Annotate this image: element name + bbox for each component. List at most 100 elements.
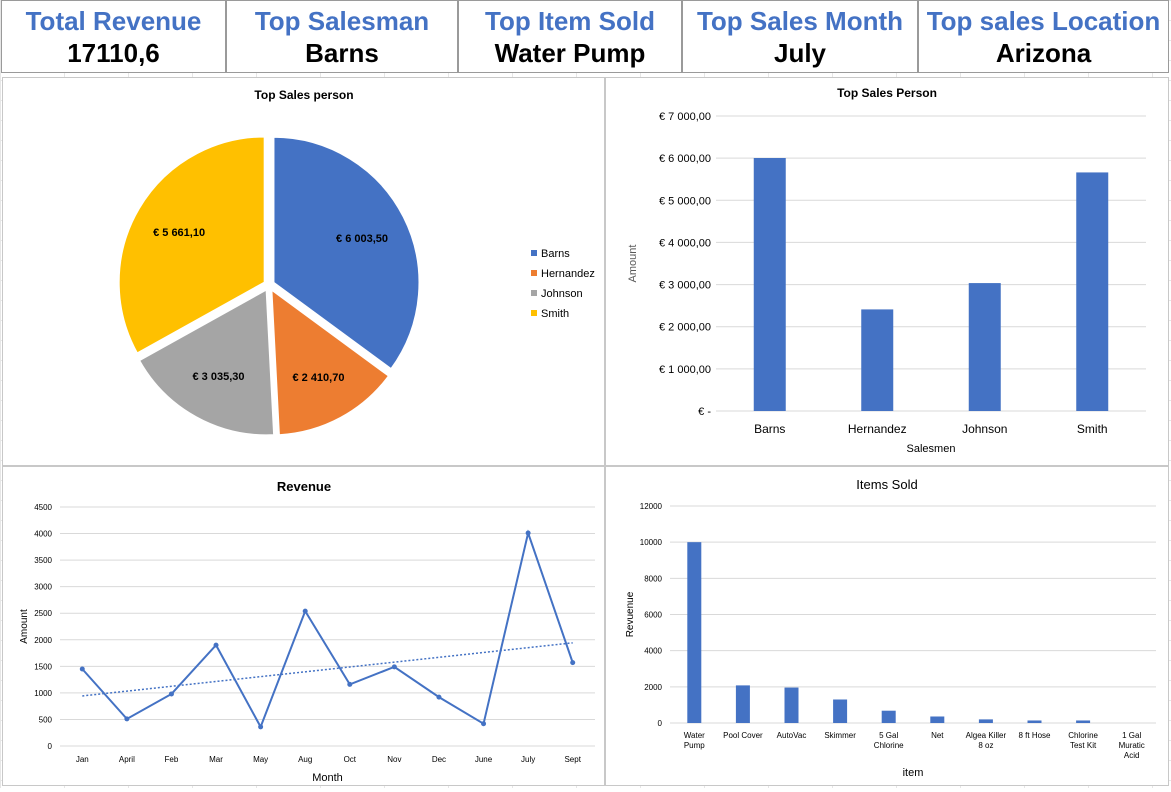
data-point — [302, 608, 308, 614]
x-tick-label: Jan — [76, 755, 89, 764]
pie-chart: Top Sales person € 6 003,50 € 2 410,70 € 3… — [117, 88, 595, 437]
data-point — [525, 530, 531, 536]
bar — [881, 710, 896, 723]
x-tick-label: Sept — [564, 755, 581, 764]
y-tick-label: € 5 000,00 — [659, 195, 711, 207]
kpi-title: Top Sales Month — [696, 6, 904, 36]
x-axis-label: Salesmen — [907, 443, 956, 455]
y-tick-label: 6000 — [644, 611, 662, 620]
bar — [735, 685, 750, 723]
kpi-value: Arizona — [995, 38, 1092, 68]
bar-chart: Top Sales Person € - € 1 000,00 € 2 000,00… — [627, 86, 1146, 455]
data-point — [168, 691, 174, 697]
kpi-value: 17110,6 — [67, 38, 160, 68]
y-tick-label: 500 — [39, 715, 53, 724]
line-chart-panel[interactable]: Revenue 0 500 1000 1500 2000 2500 3000 3500 4000… — [2, 466, 605, 786]
y-tick-label: € 3 000,00 — [659, 280, 711, 292]
x-tick-label: Muratic — [1119, 741, 1145, 750]
pie-slice-hernandez — [270, 287, 391, 437]
y-tick-label: 1000 — [34, 689, 52, 698]
x-tick-label: Feb — [165, 755, 179, 764]
bar — [861, 309, 894, 411]
data-point — [124, 716, 130, 722]
x-tick-label: Water — [684, 731, 705, 740]
y-tick-label: 4500 — [34, 503, 52, 512]
items-sold-chart: Items Sold 0 2000 4000 6000 8000 10000 12000 Wa… — [625, 477, 1156, 779]
y-axis-label: Amount — [627, 245, 639, 283]
kpi-top-sales-location: Top sales Location Arizona — [918, 0, 1169, 73]
y-tick-label: € 2 000,00 — [659, 322, 711, 334]
kpi-total-revenue: Total Revenue 17110,6 — [1, 0, 226, 73]
x-tick-label: Algea Killer — [966, 731, 1007, 740]
bar — [833, 699, 848, 723]
y-tick-label: € 1 000,00 — [659, 364, 711, 376]
data-point — [570, 660, 576, 666]
y-tick-label: 8000 — [644, 574, 662, 583]
chart-title: Top Sales Person — [837, 86, 937, 100]
x-tick-label: Skimmer — [824, 731, 856, 740]
data-point — [347, 681, 353, 687]
y-tick-label: 2000 — [644, 683, 662, 692]
legend-swatch — [531, 310, 537, 316]
y-axis-label: Revuenue — [625, 591, 636, 637]
x-tick-label: Barns — [754, 422, 785, 436]
trendline — [82, 642, 573, 697]
y-tick-label: € - — [698, 406, 711, 418]
y-tick-label: 3500 — [34, 556, 52, 565]
x-tick-label: Smith — [1077, 422, 1108, 436]
legend-label: Barns — [541, 248, 570, 260]
bar — [1076, 172, 1109, 411]
x-tick-label: Test Kit — [1070, 741, 1097, 750]
x-tick-label: 8 ft Hose — [1018, 731, 1051, 740]
x-tick-label: Aug — [298, 755, 312, 764]
data-point — [258, 724, 264, 730]
x-tick-label: June — [475, 755, 493, 764]
kpi-top-sales-month: Top Sales Month July — [682, 0, 918, 73]
pie-slice-johnson — [137, 287, 276, 437]
x-tick-label: Chlorine — [874, 741, 904, 750]
kpi-row: Total Revenue 17110,6 Top Salesman Barns… — [0, 0, 1171, 74]
y-tick-label: 2000 — [34, 636, 52, 645]
y-tick-label: 10000 — [640, 538, 663, 547]
x-axis-label: Month — [312, 772, 343, 784]
x-tick-label: Mar — [209, 755, 223, 764]
legend-swatch — [531, 270, 537, 276]
bar — [1076, 720, 1091, 723]
items-chart-panel[interactable]: Items Sold 0 2000 4000 6000 8000 10000 12000 Wa… — [605, 466, 1169, 786]
kpi-title: Top Item Sold — [485, 6, 655, 36]
pie-slice-barns — [272, 135, 421, 371]
pie-chart-panel[interactable]: Top Sales person € 6 003,50 € 2 410,70 € 3… — [2, 77, 605, 466]
kpi-top-salesman: Top Salesman Barns — [226, 0, 458, 73]
bar — [968, 283, 1001, 411]
pie-data-label: € 6 003,50 — [336, 233, 388, 245]
revenue-line — [81, 529, 574, 730]
pie-slice-smith — [117, 135, 266, 355]
kpi-top-item-sold: Top Item Sold Water Pump — [458, 0, 682, 73]
line-chart: Revenue 0 500 1000 1500 2000 2500 3000 3500 4000… — [19, 479, 595, 784]
bar — [784, 687, 799, 723]
y-tick-label: 2500 — [34, 609, 52, 618]
data-point — [481, 721, 487, 727]
x-tick-label: May — [253, 755, 268, 764]
kpi-title: Total Revenue — [25, 6, 202, 36]
kpi-title: Top sales Location — [926, 6, 1161, 36]
y-tick-label: 12000 — [640, 502, 663, 511]
legend-label: Johnson — [541, 288, 583, 300]
bar-chart-panel[interactable]: Top Sales Person € - € 1 000,00 € 2 000,00… — [605, 77, 1169, 466]
kpi-value: July — [773, 38, 827, 68]
x-tick-label: Net — [931, 731, 944, 740]
kpi-value: Barns — [305, 38, 379, 68]
x-tick-label: Chlorine — [1068, 731, 1098, 740]
pie-data-label: € 5 661,10 — [153, 227, 205, 239]
bar — [687, 542, 702, 723]
y-tick-label: € 7 000,00 — [659, 111, 711, 123]
y-tick-label: 4000 — [644, 647, 662, 656]
x-axis-label: item — [903, 767, 924, 779]
chart-title: Top Sales person — [254, 88, 353, 102]
x-tick-label: April — [119, 755, 135, 764]
legend-swatch — [531, 250, 537, 256]
x-tick-label: Dec — [432, 755, 446, 764]
kpi-title: Top Salesman — [254, 6, 430, 36]
y-tick-label: 4000 — [34, 530, 52, 539]
y-tick-label: 3000 — [34, 583, 52, 592]
